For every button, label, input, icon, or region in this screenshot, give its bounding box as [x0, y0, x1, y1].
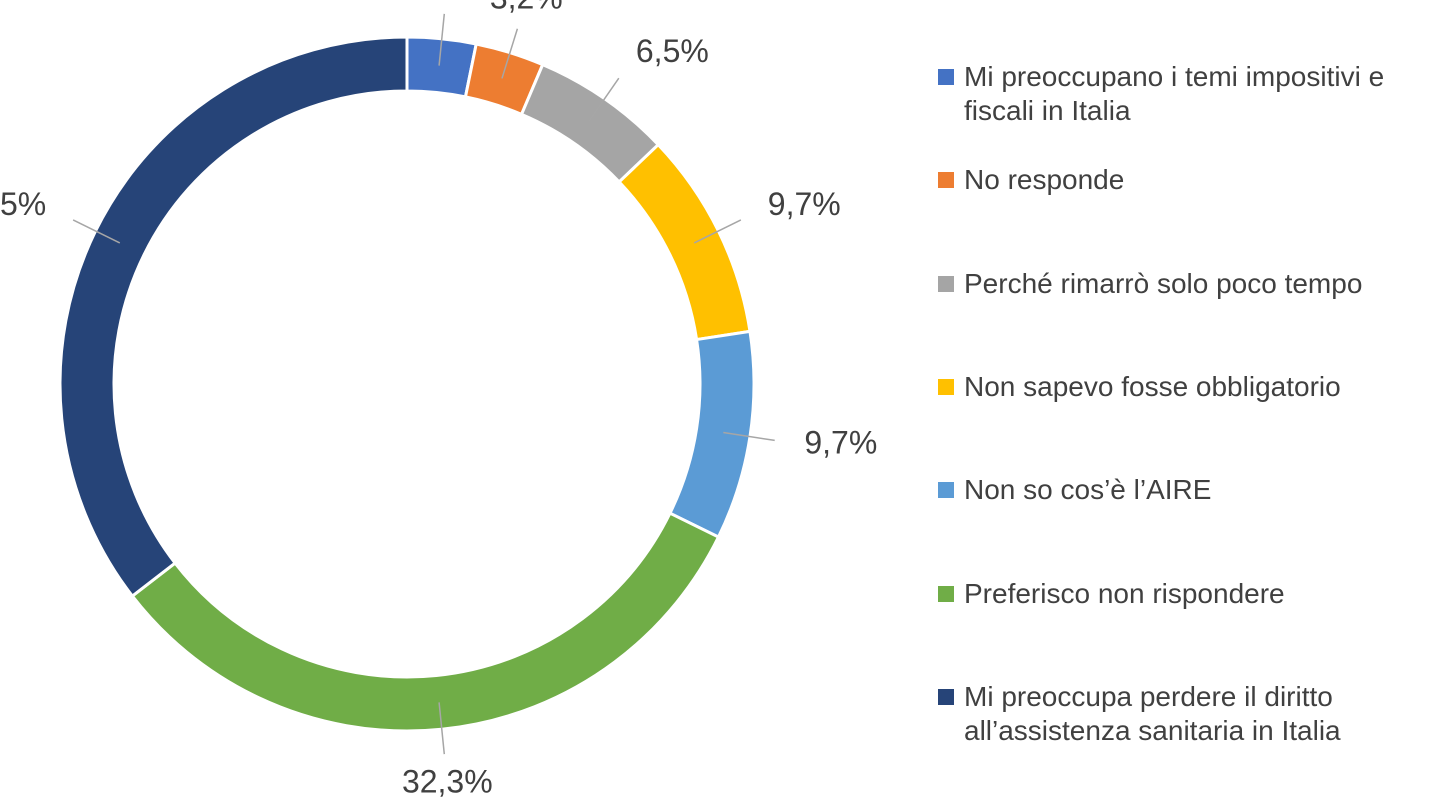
legend-label: Mi preoccupa perdere il diritto all’assi… — [964, 680, 1341, 746]
leader-line — [72, 219, 121, 244]
slice — [667, 329, 756, 540]
leader-line — [723, 431, 775, 442]
legend-label: Non sapevo fosse obbligatorio — [964, 370, 1341, 402]
data-label: 9,7% — [804, 424, 877, 460]
data-label: 6,5% — [636, 33, 709, 69]
slice — [130, 511, 721, 733]
data-label: 9,7% — [768, 186, 841, 222]
legend-item: Non so cos’è l’AIRE — [938, 473, 1418, 553]
leader-line — [693, 219, 742, 244]
legend-item: Non sapevo fosse obbligatorio — [938, 370, 1418, 450]
leader-line — [438, 702, 446, 755]
data-label: 32,3% — [402, 763, 493, 799]
legend-swatch — [938, 688, 954, 705]
legend-swatch — [938, 172, 954, 189]
legend: Mi preoccupano i temi impositivi e fisca… — [938, 60, 1418, 760]
legend-item: Mi preoccupa perdere il diritto all’assi… — [938, 680, 1418, 760]
legend-item: Mi preoccupano i temi impositivi e fisca… — [938, 60, 1418, 140]
legend-label: Mi preoccupano i temi impositivi e fisca… — [964, 61, 1385, 126]
legend-swatch — [938, 275, 954, 292]
leader-line — [588, 77, 620, 122]
legend-label: Perché rimarrò solo poco tempo — [964, 267, 1363, 299]
leader-line — [501, 28, 519, 79]
donut: 3,2%3,2%6,5%9,7%9,7%32,3%35,5% — [0, 0, 877, 799]
legend-label: No responde — [964, 164, 1125, 196]
legend-item: Perché rimarrò solo poco tempo — [938, 267, 1418, 347]
legend-swatch — [938, 585, 954, 602]
legend-item: No responde — [938, 163, 1418, 243]
legend-swatch — [938, 378, 954, 395]
legend-item: Preferisco non rispondere — [938, 577, 1418, 657]
legend-swatch — [938, 482, 954, 499]
slice — [617, 142, 752, 342]
legend-label: Preferisco non rispondere — [964, 577, 1285, 609]
data-label: 35,5% — [0, 186, 46, 222]
legend-label: Non so cos’è l’AIRE — [964, 474, 1212, 506]
data-label: 3,2% — [490, 0, 563, 16]
slice — [58, 35, 409, 599]
legend-swatch — [938, 69, 954, 85]
leader-line — [438, 13, 446, 66]
